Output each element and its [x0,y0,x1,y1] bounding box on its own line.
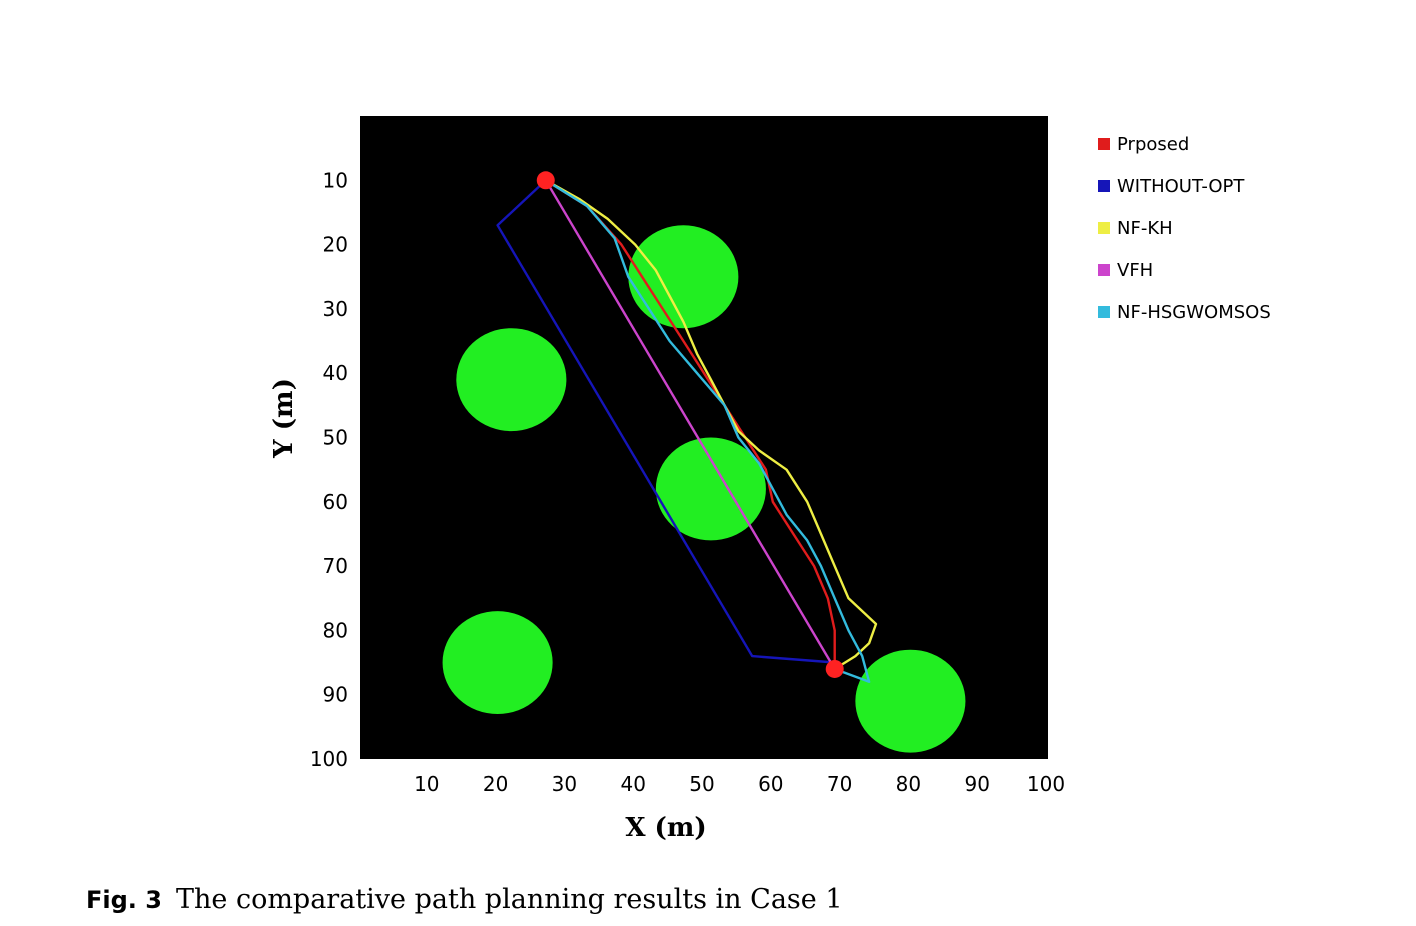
figure-caption: Fig. 3 The comparative path planning resu… [86,884,843,915]
x-axis-title: X (m) [625,813,706,843]
obstacle-2 [456,328,567,432]
legend-label: NF-HSGWOMSOS [1117,302,1271,323]
obstacle-1 [628,225,739,329]
path-series [496,179,878,683]
y-tick-label: 90 [323,683,348,707]
legend-swatch [1098,222,1110,234]
caption-label: Fig. 3 [86,886,162,914]
legend-label: VFH [1117,260,1153,281]
y-tick-label: 80 [323,618,348,642]
legend-swatch [1098,306,1110,318]
caption-text: The comparative path planning results in… [175,884,843,915]
legend-label: Prposed [1117,134,1189,155]
x-tick-label: 50 [689,772,714,796]
start-marker [536,171,555,190]
legend-swatch [1098,264,1110,276]
x-tick-label: 10 [414,772,439,796]
goal-marker [825,659,844,678]
y-tick-label: 40 [323,361,348,385]
x-tick-label: 30 [552,772,577,796]
obstacle-5 [855,649,966,753]
legend-swatch [1098,138,1110,150]
obstacle-4 [442,611,553,714]
series-line-nf-kh [545,179,878,671]
y-tick-label: 70 [323,554,348,578]
y-axis-title: Y (m) [269,378,299,459]
series-line-vfh [544,179,836,670]
y-tick-label: 50 [323,426,348,450]
legend: Prposed WITHOUT-OPT NF-KH VFH NF-HSGWOMSOS [1098,134,1271,323]
x-tick-label: 100 [1027,772,1065,796]
y-tick-label: 20 [323,233,348,257]
x-tick-label: 20 [483,772,508,796]
x-tick-label: 70 [827,772,852,796]
x-tick-label: 80 [896,772,921,796]
legend-swatch [1098,180,1110,192]
y-tick-labels: 10 20 30 40 50 60 70 80 90 100 [310,168,348,771]
legend-label: NF-KH [1117,218,1173,239]
obstacles [442,225,966,753]
obstacle-3 [655,437,766,541]
y-tick-label: 100 [310,747,348,771]
y-tick-label: 60 [323,490,348,514]
legend-label: WITHOUT-OPT [1117,176,1245,197]
y-tick-label: 30 [323,297,348,321]
series-line-without-opt [496,179,835,664]
x-tick-labels: 10 20 30 40 50 60 70 80 90 100 [414,772,1065,796]
x-tick-label: 90 [964,772,989,796]
series-line-prposed [545,179,836,669]
y-tick-label: 10 [323,168,348,192]
start-goal-markers [536,171,844,678]
x-tick-label: 40 [620,772,645,796]
series-line-nf-hsgwomsos [545,179,871,683]
x-tick-label: 60 [758,772,783,796]
